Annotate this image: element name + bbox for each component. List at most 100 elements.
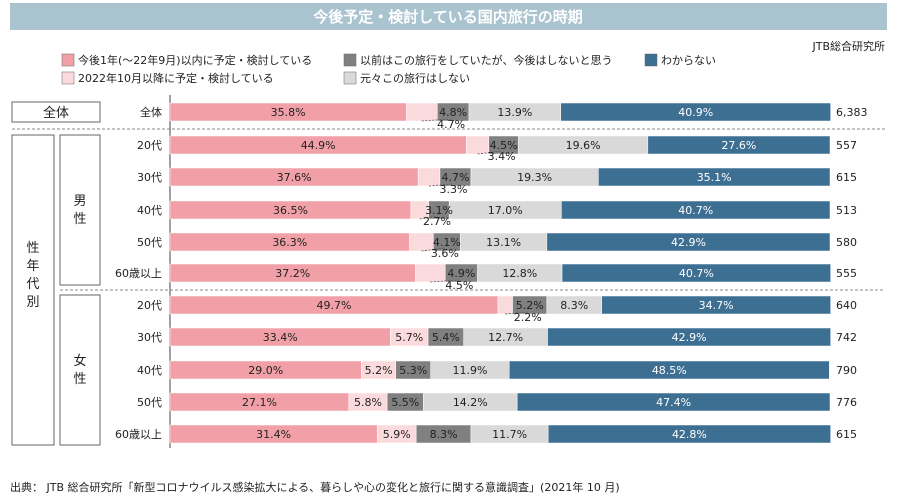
category-label: 60歳以上 bbox=[115, 428, 162, 441]
sample-size-label: 6,383 bbox=[836, 106, 868, 119]
category-label: 20代 bbox=[137, 299, 162, 312]
bar-label-unknown: 42.9% bbox=[672, 331, 707, 344]
legend-swatch-unknown bbox=[644, 53, 658, 67]
bar-label-within-year: 29.0% bbox=[248, 364, 283, 377]
bar-label-after-oct: 5.2% bbox=[365, 364, 393, 377]
sample-size-label: 513 bbox=[836, 204, 857, 217]
bar-unknown bbox=[546, 232, 831, 252]
sample-size-label: 742 bbox=[836, 331, 857, 344]
category-label: 全体 bbox=[140, 105, 162, 119]
bar-label-never: 11.9% bbox=[452, 364, 487, 377]
bar-label-not-again: 5.4% bbox=[432, 331, 460, 344]
category-label: 30代 bbox=[137, 171, 162, 184]
chart-title: 今後予定・検討している国内旅行の時期 bbox=[312, 8, 583, 26]
legend-swatch-not-again bbox=[343, 53, 357, 67]
legend-label-not-again: 以前はこの旅行をしていたが、今後はしないと思う bbox=[360, 53, 612, 67]
bar-unknown bbox=[516, 392, 831, 412]
category-label: 30代 bbox=[137, 331, 162, 344]
bar-label-unknown: 27.6% bbox=[721, 139, 756, 152]
sample-size-label: 555 bbox=[836, 267, 857, 280]
bar-unknown bbox=[598, 167, 831, 187]
bar-label-unknown: 42.9% bbox=[671, 236, 706, 249]
callout-leader bbox=[421, 247, 445, 252]
bar-label-not-again: 5.5% bbox=[391, 396, 419, 409]
bar-unknown bbox=[560, 102, 831, 122]
bar-unknown bbox=[508, 360, 830, 380]
category-label: 60歳以上 bbox=[115, 267, 162, 280]
bar-after-oct bbox=[497, 295, 513, 315]
callout-label: 3.3% bbox=[439, 183, 467, 196]
bar-label-never: 13.1% bbox=[486, 236, 521, 249]
bar-after-oct bbox=[415, 263, 446, 283]
bar-after-oct bbox=[417, 167, 441, 187]
callout-label: 2.2% bbox=[514, 311, 542, 324]
callout-leader bbox=[430, 279, 460, 283]
category-label: 40代 bbox=[137, 204, 162, 217]
callout-label: 4.5% bbox=[445, 279, 473, 292]
bar-unknown bbox=[547, 327, 831, 347]
bar-label-unknown: 35.1% bbox=[697, 171, 732, 184]
category-label: 50代 bbox=[137, 396, 162, 409]
category-label: 20代 bbox=[137, 139, 162, 152]
sample-size-label: 615 bbox=[836, 428, 857, 441]
callout-leader bbox=[505, 311, 528, 315]
legend-swatch-after-oct bbox=[61, 71, 75, 85]
sample-size-label: 615 bbox=[836, 171, 857, 184]
bar-label-never: 11.7% bbox=[492, 428, 527, 441]
bar-label-within-year: 35.8% bbox=[271, 106, 306, 119]
bar-label-within-year: 33.4% bbox=[263, 331, 298, 344]
bar-label-within-year: 27.1% bbox=[242, 396, 277, 409]
group-label-all: 全体 bbox=[43, 105, 69, 121]
bar-label-within-year: 36.3% bbox=[272, 236, 307, 249]
bar-label-not-again: 4.9% bbox=[447, 267, 475, 280]
bar-label-never: 19.6% bbox=[566, 139, 601, 152]
bar-label-within-year: 44.9% bbox=[301, 139, 336, 152]
bar-label-within-year: 31.4% bbox=[256, 428, 291, 441]
callout-label: 3.4% bbox=[488, 150, 516, 163]
sample-size-label: 557 bbox=[836, 139, 857, 152]
sample-size-label: 776 bbox=[836, 396, 857, 409]
sample-size-label: 580 bbox=[836, 236, 857, 249]
title-bar bbox=[10, 3, 887, 30]
bar-unknown bbox=[547, 424, 831, 444]
bar-label-unknown: 48.5% bbox=[652, 364, 687, 377]
callout-leader bbox=[419, 215, 438, 220]
bar-label-after-oct: 5.8% bbox=[354, 396, 382, 409]
callout-leader bbox=[477, 150, 502, 155]
bar-label-never: 12.7% bbox=[488, 331, 523, 344]
callout-label: 2.7% bbox=[423, 215, 451, 228]
bar-label-within-year: 37.6% bbox=[277, 171, 312, 184]
org-label: JTB総合研究所 bbox=[811, 39, 885, 53]
bar-label-within-year: 49.7% bbox=[317, 299, 352, 312]
source-note: 出典： JTB 総合研究所「新型コロナウイルス感染拡大による、暮らしや心の変化と… bbox=[10, 480, 620, 494]
legend: 今後1年(～22年9月)以内に予定・検討している 2022年10月以降に予定・検… bbox=[61, 53, 716, 85]
bar-label-never: 8.3% bbox=[560, 299, 588, 312]
bar-label-never: 13.9% bbox=[497, 106, 532, 119]
legend-label-unknown: わからない bbox=[661, 54, 716, 67]
bar-after-oct bbox=[409, 232, 434, 252]
bars: 35.8% 4.8% 13.9% 40.9% 全体 6,383 44.9% 4.5% 19.6%… bbox=[115, 102, 868, 444]
bar-label-after-oct: 5.7% bbox=[395, 331, 423, 344]
bar-label-not-again: 4.8% bbox=[439, 106, 467, 119]
bar-label-within-year: 37.2% bbox=[275, 267, 310, 280]
bar-label-unknown: 47.4% bbox=[656, 396, 691, 409]
bar-label-not-again: 4.7% bbox=[441, 171, 469, 184]
bar-label-never: 17.0% bbox=[488, 204, 523, 217]
callout-leader bbox=[421, 118, 452, 122]
group-box-age bbox=[11, 134, 55, 446]
group-box-female bbox=[59, 294, 101, 446]
legend-swatch-within-year bbox=[61, 53, 75, 67]
bar-label-not-again: 5.3% bbox=[399, 364, 427, 377]
bar-label-within-year: 36.5% bbox=[273, 204, 308, 217]
sample-size-label: 640 bbox=[836, 299, 857, 312]
bar-after-oct bbox=[406, 102, 438, 122]
category-label: 40代 bbox=[137, 364, 162, 377]
legend-label-never: 元々この旅行はしない bbox=[360, 71, 470, 85]
bar-label-never: 12.8% bbox=[502, 267, 537, 280]
bar-label-not-again: 8.3% bbox=[430, 428, 458, 441]
bar-label-not-again: 5.2% bbox=[516, 299, 544, 312]
legend-label-after-oct: 2022年10月以降に予定・検討している bbox=[78, 71, 274, 85]
bar-unknown bbox=[601, 295, 831, 315]
group-box-all bbox=[11, 101, 101, 123]
